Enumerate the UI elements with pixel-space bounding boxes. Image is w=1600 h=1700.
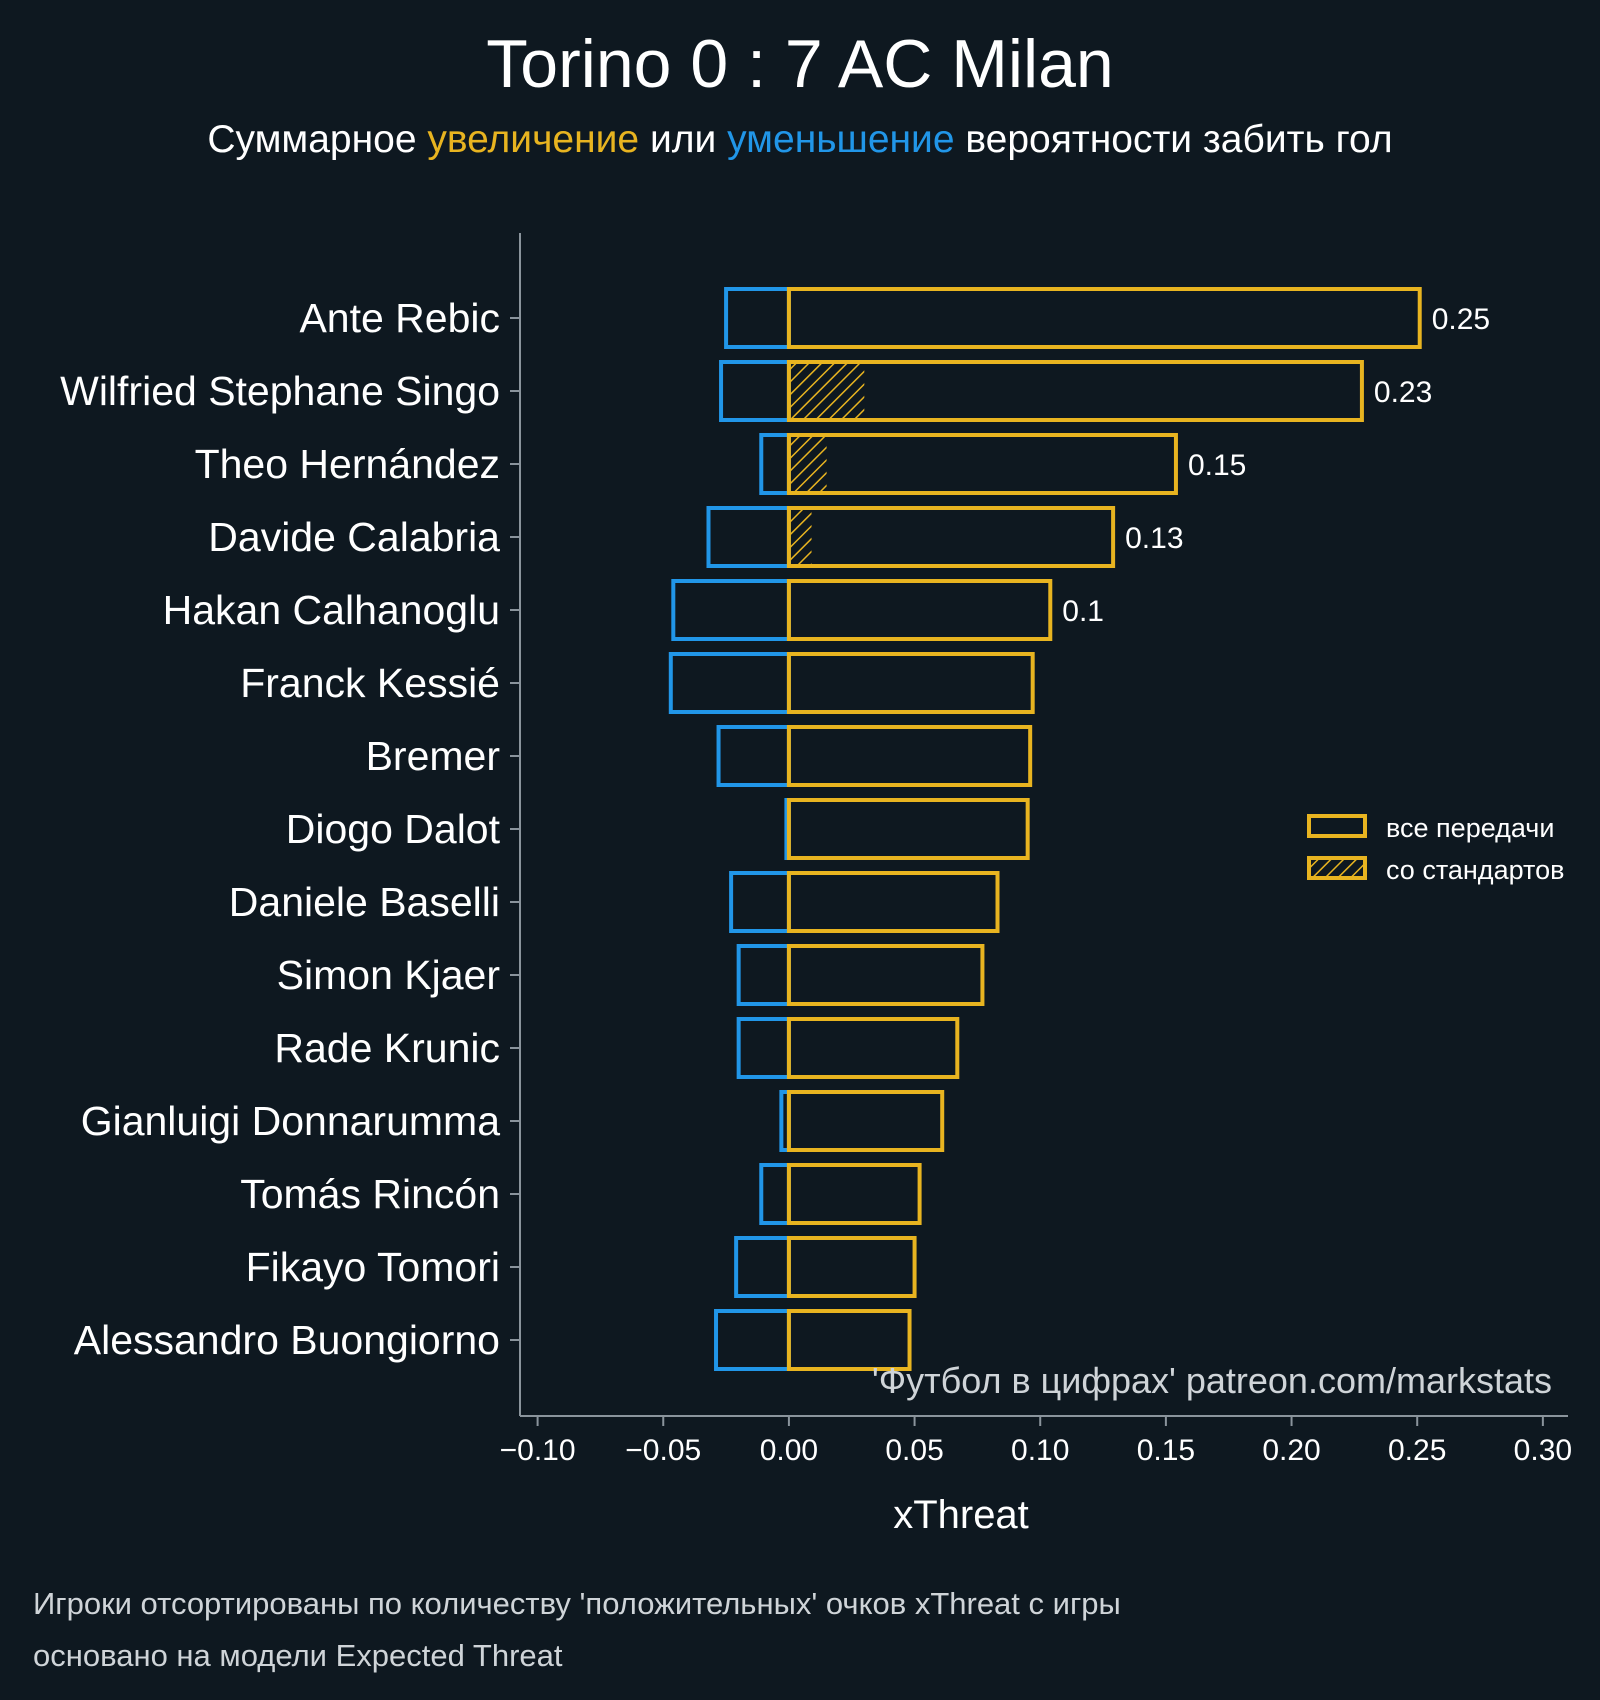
player-label: Simon Kjaer [277,952,500,998]
negative-bar [759,433,791,495]
player-label: Wilfried Stephane Singo [60,368,500,414]
negative-bar [716,725,791,787]
legend-swatch-all-passes [1307,814,1367,838]
negative-bar [759,1163,791,1225]
player-label: Daniele Baselli [229,879,500,925]
negative-bar [724,287,791,349]
x-tick-label: 0.20 [1262,1434,1320,1467]
chart-subtitle: Суммарное увеличение или уменьшение веро… [207,118,1392,161]
player-label: Gianluigi Donnarumma [81,1098,501,1144]
x-tick-label: 0.25 [1388,1434,1446,1467]
chart-title: Torino 0 : 7 AC Milan [486,26,1113,102]
x-tick-label: 0.15 [1137,1434,1195,1467]
watermark: 'Футбол в цифрах' patreon.com/markstats [872,1360,1552,1401]
positive-bar [786,652,1035,714]
value-label: 0.1 [1062,595,1104,628]
negative-bar [668,652,791,714]
x-tick-label: −0.05 [625,1434,701,1467]
subtitle-increase: увеличение [427,118,639,161]
positive-bar [786,1236,917,1298]
set-piece-bar [788,508,812,566]
subtitle-part3: вероятности забить гол [955,118,1393,161]
positive-bar [786,506,1116,568]
subtitle-decrease: уменьшение [727,118,954,161]
legend-label-all-passes: все передачи [1386,813,1554,843]
legend-label-set-pieces: со стандартов [1386,855,1564,885]
x-tick-label: 0.10 [1011,1434,1069,1467]
x-tick-label: −0.10 [500,1434,576,1467]
positive-bar [786,360,1364,422]
player-label: Fikayo Tomori [246,1244,500,1290]
legend: все передачи со стандартов [1307,813,1564,885]
bars-layer [668,287,1422,1371]
positive-bar [786,433,1178,495]
positive-bar [786,1090,945,1152]
negative-bar [736,944,791,1006]
x-tick-label: 0.00 [760,1434,818,1467]
player-label: Hakan Calhanoglu [163,587,500,633]
player-label: Bremer [366,733,500,779]
positive-bar [786,1017,960,1079]
negative-bar [734,1236,791,1298]
positive-bar [786,944,985,1006]
player-label: Franck Kessié [240,660,500,706]
positive-bar [786,579,1053,641]
player-label: Alessandro Buongiorno [74,1317,500,1363]
footer-note-line1: Игроки отсортированы по количеству 'поло… [33,1586,1121,1621]
positive-bar [786,798,1030,860]
set-piece-bar [788,362,865,420]
subtitle-part1: Суммарное [207,118,427,161]
x-tick-label: 0.30 [1514,1434,1572,1467]
value-label: 0.23 [1374,376,1432,409]
player-label: Diogo Dalot [286,806,501,852]
x-tick-label: 0.05 [885,1434,943,1467]
negative-bar [736,1017,791,1079]
player-label: Davide Calabria [208,514,500,560]
negative-bar [706,506,791,568]
positive-bar [786,871,1000,933]
positive-bar [786,287,1422,349]
positive-bar [786,1309,912,1371]
negative-bar [729,871,791,933]
player-label: Theo Hernández [195,441,500,487]
negative-bar [719,360,791,422]
subtitle-part2: или [639,118,727,161]
player-label: Rade Krunic [274,1025,500,1071]
value-label: 0.25 [1432,303,1490,336]
player-label: Ante Rebic [299,295,500,341]
footer-note-line2: основано на модели Expected Threat [33,1638,563,1673]
value-label: 0.13 [1125,522,1183,555]
value-label: 0.15 [1188,449,1246,482]
set-piece-bar [788,435,827,493]
negative-bar [714,1309,791,1371]
axes-layer: −0.10 −0.05 0.00 0.05 0.10 0.15 0.20 0.25 0.30 [500,233,1572,1467]
positive-bar [786,725,1033,787]
positive-bar [786,1163,922,1225]
legend-swatch-set-pieces [1307,856,1367,880]
player-label: Tomás Rincón [240,1171,500,1217]
x-axis-label: xThreat [893,1493,1029,1537]
negative-bar [671,579,791,641]
labels-layer: 0.25 Ante Rebic 0.23 Wilfried Stephane Sing… [60,295,1490,1363]
